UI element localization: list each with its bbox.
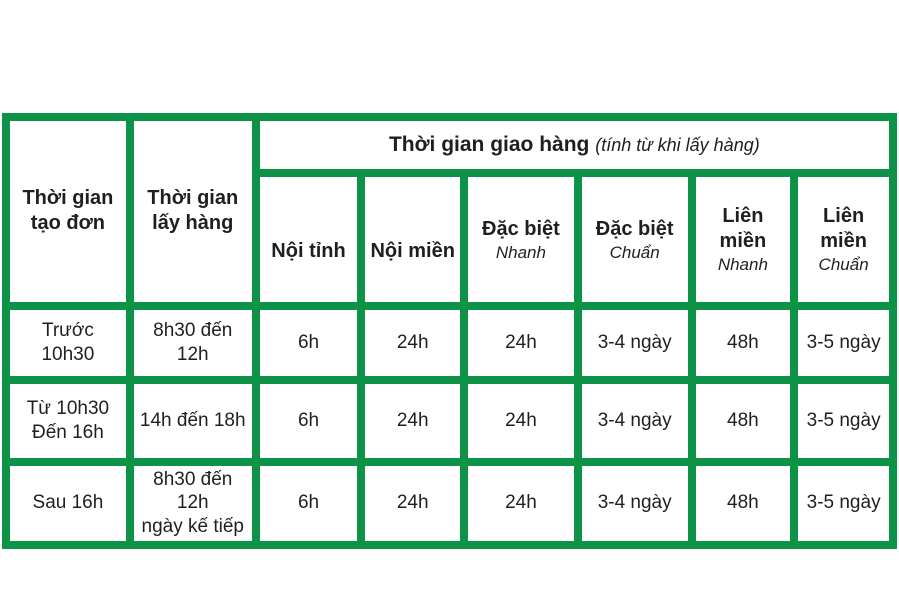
delivery-time-note: (tính từ khi lấy hàng) — [595, 135, 760, 155]
header-cell-lien-mien-chuan: Liên miền Chuẩn — [798, 177, 889, 302]
cell-noi-tinh: 6h — [259, 465, 358, 541]
cell-noi-mien: 24h — [365, 465, 461, 541]
header-cell-dac-biet-nhanh: Đặc biệt Nhanh — [468, 177, 574, 302]
cell-noi-mien: 24h — [365, 383, 461, 458]
cell-order-time: Từ 10h30 Đến 16h — [10, 383, 126, 458]
subcol-sublabel: Chuẩn — [609, 242, 660, 262]
header-row-top: Thời gian tạo đơn Thời gian lấy hàng Thờ… — [10, 121, 889, 302]
subcol-label: Đặc biệt — [595, 217, 674, 240]
table-row: Sau 16h 8h30 đến 12h ngày kế tiếp 6h 24h… — [10, 465, 889, 541]
delivery-time-title: Thời gian giao hàng — [388, 133, 596, 156]
cell-lien-mien-chuan: 3-5 ngày — [798, 465, 889, 541]
cell-noi-tinh: 6h — [259, 383, 358, 458]
cell-pickup-time: 8h30 đến 12h — [133, 309, 252, 376]
subcol-sublabel: Nhanh — [495, 242, 546, 262]
header-cell-noi-mien: Nội miền — [365, 177, 461, 302]
subcol-label: Nội tỉnh — [271, 240, 346, 263]
cell-lien-mien-chuan: 3-5 ngày — [798, 383, 889, 458]
cell-pickup-time: 14h đến 18h — [133, 383, 252, 458]
table-row: Trước 10h30 8h30 đến 12h 6h 24h 24h 3-4 … — [10, 309, 889, 376]
cell-lien-mien-nhanh: 48h — [695, 383, 791, 458]
cell-pickup-time: 8h30 đến 12h ngày kế tiếp — [133, 465, 252, 541]
cell-dac-biet-nhanh: 24h — [468, 383, 574, 458]
cell-lien-mien-chuan: 3-5 ngày — [798, 309, 889, 376]
subcol-label: Đặc biệt — [482, 217, 560, 240]
header-row-sub: Nội tỉnh Nội miền Đặc biệt Nhanh Đặc biệ… — [10, 177, 889, 302]
cell-lien-mien-nhanh: 48h — [695, 465, 791, 541]
cell-lien-mien-nhanh: 48h — [695, 309, 791, 376]
cell-order-time: Trước 10h30 — [10, 309, 126, 376]
cell-noi-mien: 24h — [365, 309, 461, 376]
cell-dac-biet-chuan: 3-4 ngày — [581, 309, 688, 376]
header-cell-noi-tinh: Nội tỉnh — [259, 177, 358, 302]
cell-dac-biet-nhanh: 24h — [468, 465, 574, 541]
header-cell-pickup-time: Thời gian lấy hàng — [133, 121, 252, 302]
subcol-sublabel: Nhanh — [717, 255, 768, 274]
header-cell-delivery-time-span: Thời gian giao hàng (tính từ khi lấy hàn… — [259, 121, 889, 169]
subcol-label: Liên miền — [820, 205, 867, 252]
table-row: Từ 10h30 Đến 16h 14h đến 18h 6h 24h 24h … — [10, 383, 889, 458]
delivery-time-table: Thời gian tạo đơn Thời gian lấy hàng Thờ… — [2, 113, 897, 549]
header-cell-dac-biet-chuan: Đặc biệt Chuẩn — [581, 177, 688, 302]
header-cell-order-time: Thời gian tạo đơn — [10, 121, 126, 302]
delivery-time-table-wrapper: Thời gian tạo đơn Thời gian lấy hàng Thờ… — [2, 113, 897, 549]
cell-dac-biet-nhanh: 24h — [468, 309, 574, 376]
subcol-label: Nội miền — [370, 240, 455, 263]
subcol-label: Liên miền — [719, 205, 767, 252]
subcol-sublabel: Chuẩn — [818, 255, 869, 274]
header-cell-lien-mien-nhanh: Liên miền Nhanh — [695, 177, 791, 302]
cell-dac-biet-chuan: 3-4 ngày — [581, 465, 688, 541]
cell-dac-biet-chuan: 3-4 ngày — [581, 383, 688, 458]
cell-order-time: Sau 16h — [10, 465, 126, 541]
cell-noi-tinh: 6h — [259, 309, 358, 376]
